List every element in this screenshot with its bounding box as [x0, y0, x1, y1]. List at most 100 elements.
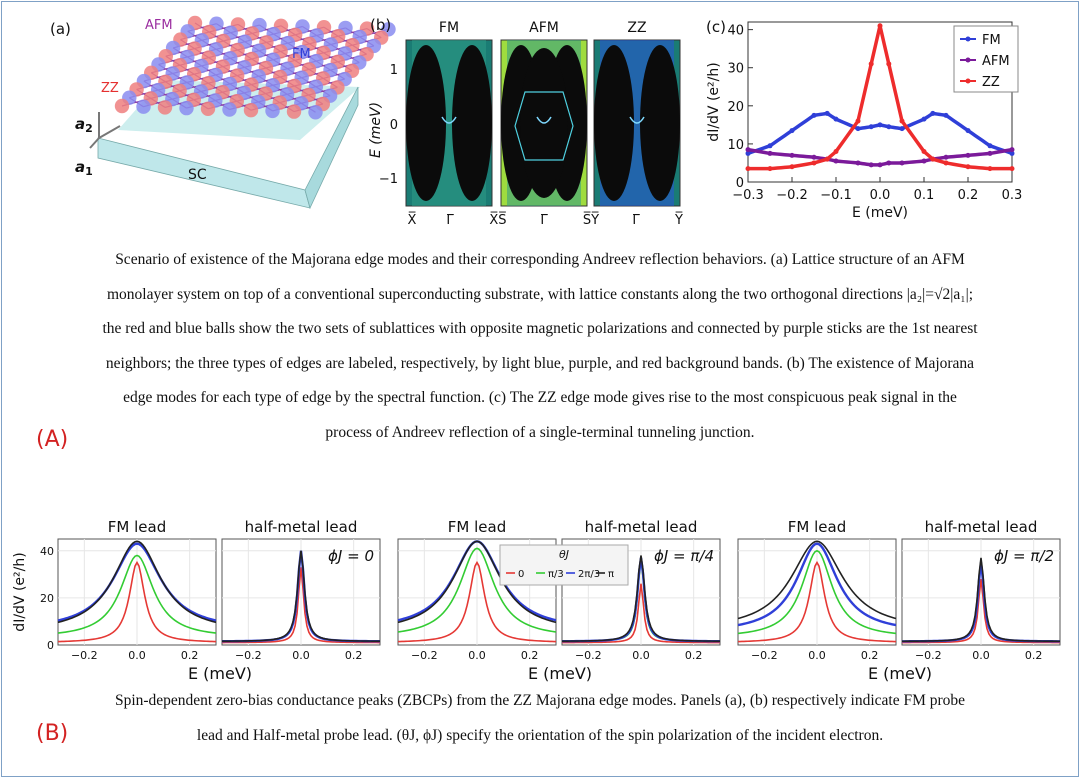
lattice-schematic: (a) AFM FM ZZ a2 a1 SC: [50, 15, 396, 210]
spectral-title-afm: AFM: [529, 20, 559, 36]
chart-c-legend-label: ZZ: [982, 75, 1000, 90]
blue-sublattice-ball: [222, 102, 237, 117]
zbcp-xtick-label: −0.2: [235, 649, 262, 662]
chart-c-point-fm: [767, 143, 773, 149]
zbcp-phi-label: ϕJ = π/4: [654, 547, 714, 565]
chart-c-point-zz: [833, 149, 839, 155]
zbcp-legend-label: π/3: [548, 569, 564, 580]
zbcp-phi-label: ϕJ = 0: [328, 547, 374, 565]
chart-c-point-zz: [767, 166, 773, 172]
chart-c-point-afm: [886, 160, 892, 166]
zbcp-curve-2: [737, 542, 897, 627]
chart-c-point-fm: [1009, 150, 1015, 156]
vector-a1-sub: 1: [85, 165, 93, 178]
chart-c-point-zz: [987, 166, 993, 172]
zbcp-xtick-label: 0.2: [685, 649, 703, 662]
chart-c-point-zz: [745, 166, 751, 172]
spectral-ytick-1: 1: [390, 63, 398, 78]
zbcp-ytick-label: 20: [40, 592, 54, 605]
caption-b-line-2: lead and Half-metal probe lead. (θJ, ϕJ)…: [196, 726, 884, 744]
zbcp-xtick-label: 0.2: [861, 649, 879, 662]
chart-c-panel-label: (c): [706, 18, 726, 36]
zbcp-panel-title: half-metal lead: [925, 518, 1038, 536]
zbcp-ytick-label: 40: [40, 545, 54, 558]
spectral-ylabel: E (meV): [368, 102, 384, 158]
blue-sublattice-ball: [179, 100, 194, 116]
chart-c-point-zz: [943, 160, 949, 166]
zbcp-curve-0: [221, 567, 381, 644]
zbcp-phi-label: ϕJ = π/2: [994, 547, 1054, 565]
chart-c-xtick-label: 0.0: [870, 188, 891, 203]
chart-c-point-fm: [811, 112, 817, 118]
chart-c-point-afm: [899, 160, 905, 166]
zbcp-xtick-label: −0.2: [411, 649, 438, 662]
spectral-xtick-6: Γ̅: [632, 213, 640, 228]
andreev-conductance-chart: (c) −0.3 −0.2 −0.1 0.0 0.1 0.2 0.3 0 10 20 30 40 E (m…: [706, 18, 1023, 221]
zbcp-xtick-label: 0.0: [292, 649, 310, 662]
chart-c-xtick-label: −0.2: [776, 188, 808, 203]
spectral-panel-label: (b): [370, 16, 391, 34]
chart-c-point-afm: [943, 154, 949, 160]
chart-c-point-fm: [833, 116, 839, 122]
zbcp-xlabel: E (meV): [528, 664, 592, 683]
chart-c-point-afm: [833, 158, 839, 164]
spectral-xtick-1: X̅: [408, 212, 417, 228]
spectral-xtick-2: Γ̅: [446, 213, 454, 228]
caption-b: Spin-dependent zero-bias conductance pea…: [20, 684, 1060, 753]
chart-c-point-afm: [965, 152, 971, 158]
svg-text:a2: a2: [75, 115, 93, 135]
zbcp-xtick-label: 0.0: [808, 649, 826, 662]
caption-a-line-6: process of Andreev reflection of a singl…: [325, 423, 755, 441]
edge-label-afm: AFM: [145, 18, 173, 33]
vector-a2-base: a: [75, 115, 85, 133]
zbcp-xlabel: E (meV): [188, 664, 252, 683]
zbcp-legend-title: θJ: [559, 548, 569, 561]
zbcp-xtick-label: 0.2: [181, 649, 199, 662]
red-sublattice-ball: [286, 104, 302, 119]
zbcp-curve-3: [57, 540, 217, 624]
zbcp-panel-title: FM lead: [448, 518, 506, 536]
zbcp-curve-0: [57, 560, 217, 643]
chart-c-point-afm: [1009, 147, 1015, 153]
zbcp-xtick-label: 0.0: [972, 649, 990, 662]
zbcp-legend-label: 2π/3: [578, 569, 600, 580]
zbcp-panels: FM lead −0.2 0.0 0.2 E (meV) half-metal lead −…: [12, 518, 1061, 683]
blue-sublattice-ball: [136, 99, 151, 114]
spectral-edge-mode: [629, 116, 645, 124]
chart-c-ylabel: dI/dV (e²/h): [706, 62, 722, 141]
zbcp-xtick-label: 0.0: [468, 649, 486, 662]
chart-c-ytick-label: 0: [736, 176, 744, 191]
zbcp-panel-title: FM lead: [788, 518, 846, 536]
chart-c-point-fm: [877, 122, 883, 128]
chart-c-xtick-label: 0.3: [1002, 188, 1023, 203]
chart-c-point-fm: [855, 126, 861, 132]
chart-c-xtick-label: −0.3: [732, 188, 764, 203]
chart-c-point-fm: [886, 124, 892, 130]
substrate-label: SC: [188, 167, 207, 183]
zbcp-curve-3: [561, 555, 721, 642]
zbcp-curve-1: [737, 549, 897, 635]
chart-c-point-afm: [877, 162, 883, 168]
spectral-bulk-right: [452, 45, 492, 201]
zbcp-xtick-label: −0.2: [751, 649, 778, 662]
chart-c-point-fm: [789, 128, 795, 134]
blue-sublattice-ball: [265, 103, 280, 119]
zbcp-xtick-label: −0.2: [575, 649, 602, 662]
chart-c-point-zz: [811, 160, 817, 166]
blue-sublattice-ball: [308, 105, 323, 120]
zbcp-curve-3: [737, 540, 897, 620]
svg-text:a1: a1: [75, 158, 93, 178]
chart-c-xtick-label: 0.2: [958, 188, 979, 203]
edge-label-zz: ZZ: [101, 81, 119, 96]
lattice-vectors: a2 a1: [75, 112, 121, 178]
zbcp-curve-0: [397, 560, 557, 643]
chart-c-point-zz: [824, 156, 830, 162]
red-sublattice-ball: [114, 98, 130, 114]
zbcp-xtick-label: −0.2: [71, 649, 98, 662]
lattice-panel-label: (a): [50, 20, 71, 38]
zbcp-curve-2: [57, 542, 217, 622]
chart-c-point-fm: [745, 150, 751, 156]
spectral-bulk-right: [640, 45, 680, 201]
zbcp-ytick-label: 0: [47, 639, 54, 652]
